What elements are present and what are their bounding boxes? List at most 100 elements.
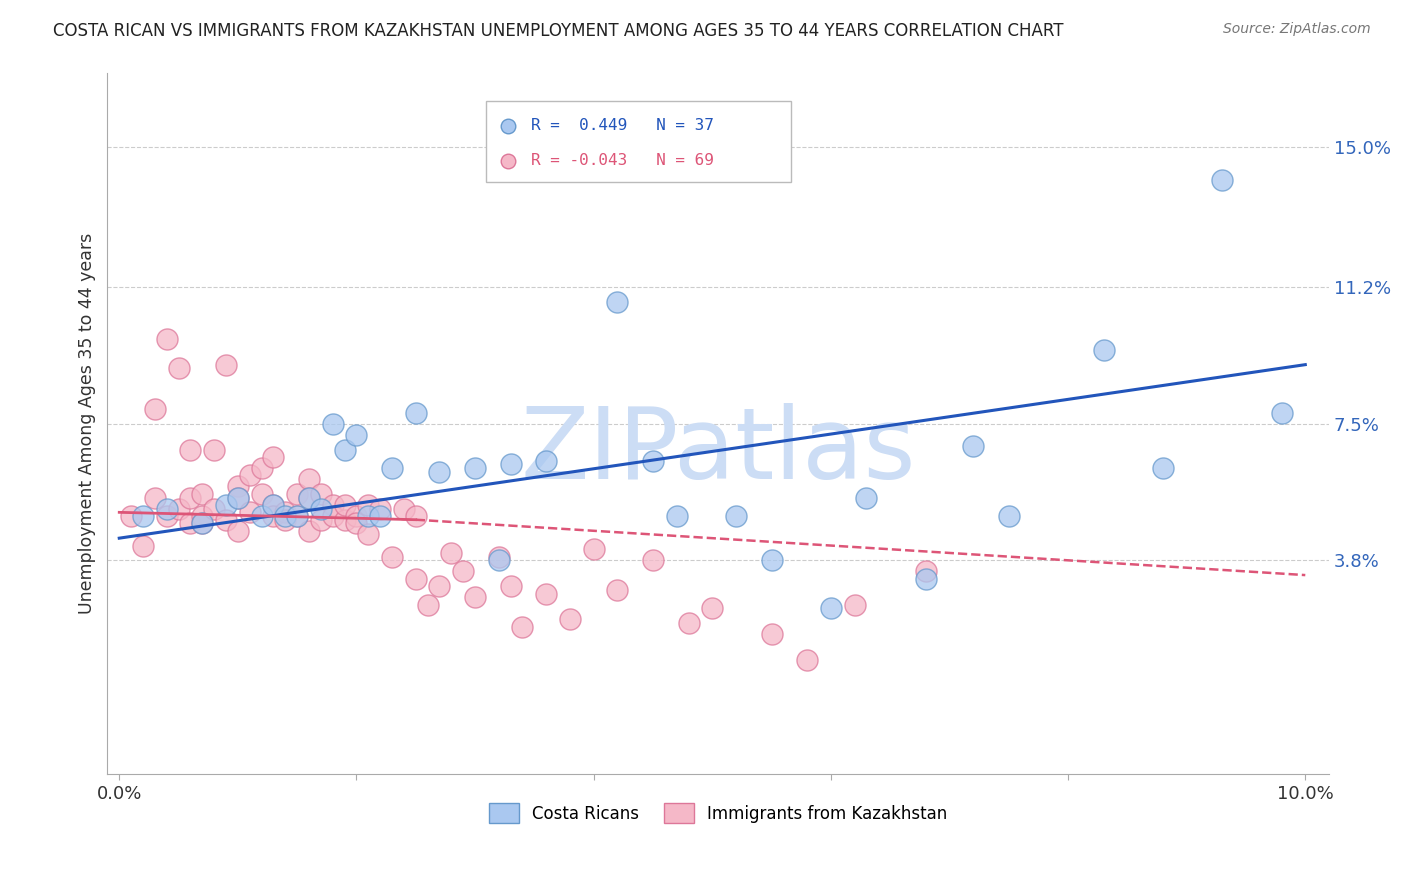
Point	[191, 487, 214, 501]
Point	[357, 498, 380, 512]
Point	[262, 450, 284, 464]
Point	[368, 508, 391, 523]
Point	[346, 427, 368, 442]
Point	[357, 527, 380, 541]
Text: R = -0.043   N = 69: R = -0.043 N = 69	[531, 153, 714, 169]
Point	[429, 465, 451, 479]
Point	[464, 591, 486, 605]
Point	[274, 505, 297, 519]
Point	[132, 539, 155, 553]
Point	[132, 508, 155, 523]
Point	[285, 508, 308, 523]
Point	[156, 332, 179, 346]
Point	[368, 501, 391, 516]
Point	[855, 491, 877, 505]
Point	[665, 508, 688, 523]
Point	[392, 501, 415, 516]
Point	[429, 579, 451, 593]
Point	[333, 442, 356, 457]
Text: COSTA RICAN VS IMMIGRANTS FROM KAZAKHSTAN UNEMPLOYMENT AMONG AGES 35 TO 44 YEARS: COSTA RICAN VS IMMIGRANTS FROM KAZAKHSTA…	[53, 22, 1064, 40]
Point	[333, 513, 356, 527]
Point	[451, 565, 474, 579]
Point	[179, 442, 201, 457]
Point	[346, 508, 368, 523]
Point	[558, 612, 581, 626]
Point	[250, 508, 273, 523]
Point	[191, 516, 214, 531]
Point	[997, 508, 1019, 523]
Point	[322, 417, 344, 431]
Point	[179, 491, 201, 505]
Point	[1092, 343, 1115, 357]
Point	[262, 508, 284, 523]
Point	[914, 572, 936, 586]
Point	[606, 294, 628, 309]
Text: ZIPatlas: ZIPatlas	[520, 403, 915, 500]
Point	[322, 508, 344, 523]
Point	[381, 549, 404, 564]
Point	[285, 487, 308, 501]
Point	[179, 516, 201, 531]
Point	[844, 598, 866, 612]
Point	[262, 498, 284, 512]
Text: Source: ZipAtlas.com: Source: ZipAtlas.com	[1223, 22, 1371, 37]
Point	[1152, 461, 1174, 475]
Point	[346, 516, 368, 531]
Point	[499, 579, 522, 593]
Point	[796, 653, 818, 667]
Point	[298, 491, 321, 505]
Point	[167, 501, 190, 516]
Point	[512, 620, 534, 634]
Point	[322, 498, 344, 512]
Point	[357, 508, 380, 523]
Point	[333, 498, 356, 512]
FancyBboxPatch shape	[486, 101, 792, 182]
Point	[1211, 173, 1233, 187]
Point	[215, 513, 238, 527]
Y-axis label: Unemployment Among Ages 35 to 44 years: Unemployment Among Ages 35 to 44 years	[79, 233, 96, 615]
Point	[143, 401, 166, 416]
Point	[156, 501, 179, 516]
Point	[405, 508, 427, 523]
Legend: Costa Ricans, Immigrants from Kazakhstan: Costa Ricans, Immigrants from Kazakhstan	[482, 797, 955, 830]
Point	[143, 491, 166, 505]
Point	[191, 508, 214, 523]
Point	[298, 524, 321, 538]
Point	[416, 598, 439, 612]
Point	[606, 582, 628, 597]
Point	[226, 479, 249, 493]
Point	[499, 458, 522, 472]
Point	[262, 498, 284, 512]
Point	[582, 542, 605, 557]
Point	[285, 508, 308, 523]
Point	[534, 453, 557, 467]
Point	[405, 406, 427, 420]
Point	[309, 487, 332, 501]
Point	[702, 601, 724, 615]
Point	[381, 461, 404, 475]
Point	[226, 491, 249, 505]
Point	[215, 498, 238, 512]
Point	[226, 491, 249, 505]
Point	[120, 508, 142, 523]
Point	[202, 442, 225, 457]
Point	[239, 468, 262, 483]
Point	[250, 461, 273, 475]
Point	[250, 487, 273, 501]
Point	[1271, 406, 1294, 420]
Point	[464, 461, 486, 475]
Point	[309, 513, 332, 527]
Point	[761, 553, 783, 567]
Point	[239, 505, 262, 519]
Point	[914, 565, 936, 579]
Point	[534, 586, 557, 600]
Point	[440, 546, 463, 560]
Point	[641, 453, 664, 467]
Point	[298, 491, 321, 505]
Point	[678, 616, 700, 631]
Point	[405, 572, 427, 586]
Point	[167, 361, 190, 376]
Text: R =  0.449   N = 37: R = 0.449 N = 37	[531, 118, 714, 133]
Point	[724, 508, 747, 523]
Point	[215, 358, 238, 372]
